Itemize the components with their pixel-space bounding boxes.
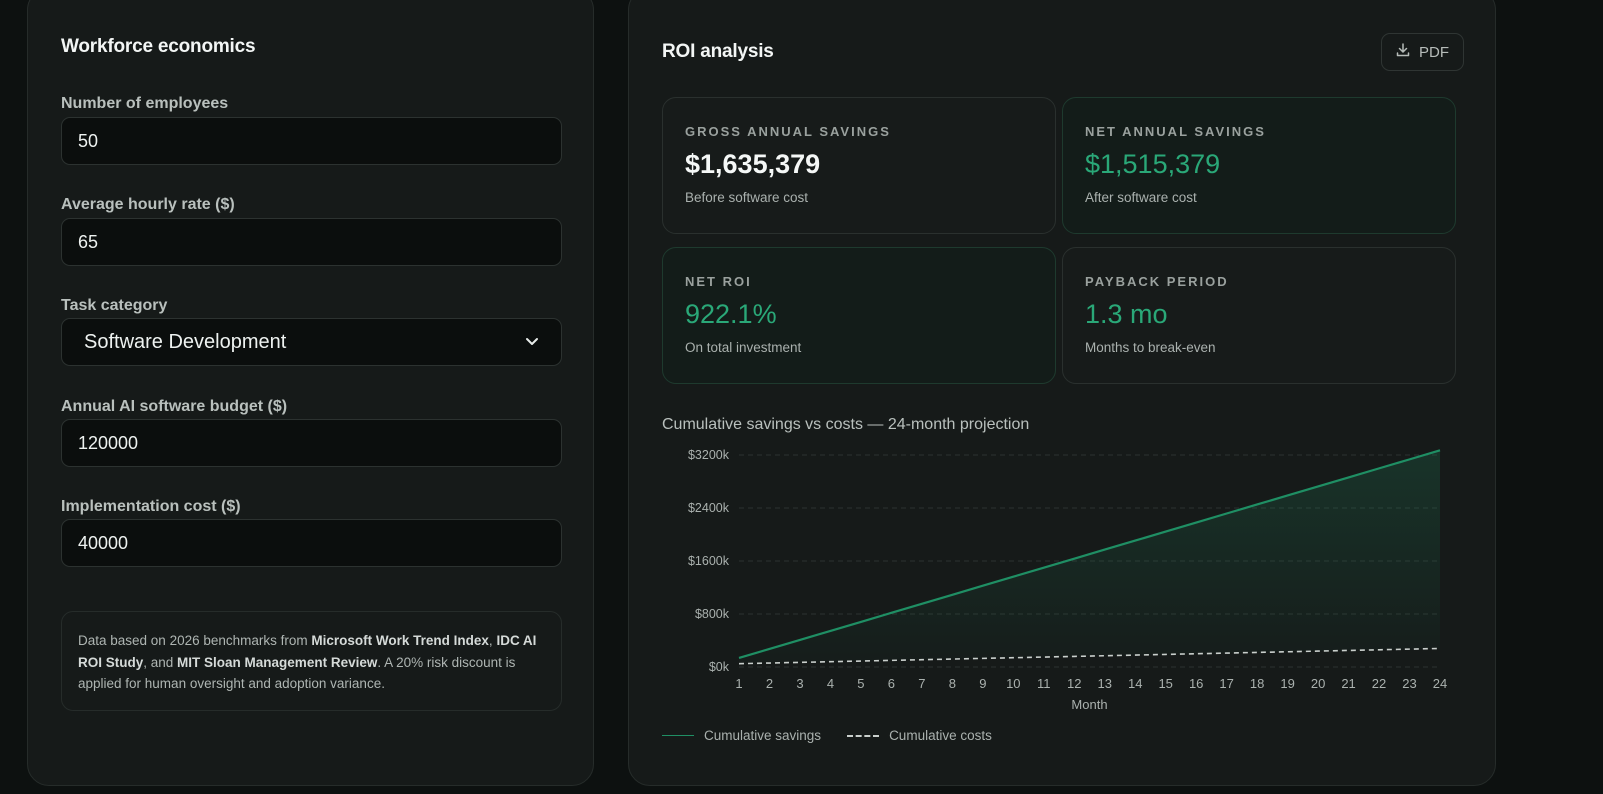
roi-title: ROI analysis — [662, 41, 774, 62]
legend-item-savings: Cumulative savings — [662, 728, 821, 743]
x-tick-label: 19 — [1280, 676, 1294, 691]
software-budget-label: Annual AI software budget ($) — [61, 398, 288, 415]
task-category-value: Software Development — [84, 330, 287, 353]
hourly-rate-input[interactable] — [61, 218, 562, 266]
net-roi-card: NET ROI 922.1% On total investment — [662, 247, 1056, 384]
implementation-cost-label: Implementation cost ($) — [61, 498, 241, 515]
x-tick-label: 23 — [1402, 676, 1416, 691]
x-tick-label: 11 — [1037, 676, 1051, 691]
legend-swatch-costs — [847, 734, 880, 737]
legend-swatch-savings — [662, 735, 694, 736]
roi-panel: ROI analysis PDF GROSS ANNUAL SAVINGS $1… — [628, 0, 1496, 786]
legend-label-savings: Cumulative savings — [704, 728, 822, 743]
card-subtitle: Before software cost — [685, 190, 809, 205]
x-tick-label: 14 — [1128, 676, 1142, 691]
card-label: NET ROI — [685, 274, 752, 289]
task-category-label: Task category — [61, 297, 168, 314]
chart-legend: Cumulative savings Cumulative costs — [662, 728, 992, 743]
x-tick-label: 15 — [1158, 676, 1172, 691]
x-tick-label: 17 — [1219, 676, 1233, 691]
y-tick-label: $800k — [695, 607, 730, 621]
x-tick-label: 5 — [857, 676, 864, 691]
y-tick-label: $2400k — [688, 501, 730, 515]
gross-savings-card: GROSS ANNUAL SAVINGS $1,635,379 Before s… — [662, 97, 1056, 234]
x-tick-label: 18 — [1250, 676, 1264, 691]
card-value: $1,515,379 — [1085, 149, 1221, 179]
x-tick-label: 1 — [735, 676, 742, 691]
benchmark-note: Data based on 2026 benchmarks from Micro… — [61, 611, 562, 711]
legend-label-costs: Cumulative costs — [889, 728, 992, 743]
x-tick-label: 9 — [979, 676, 986, 691]
chart-title: Cumulative savings vs costs — 24-month p… — [662, 416, 1030, 433]
employees-input[interactable] — [61, 117, 562, 165]
x-tick-label: 3 — [796, 676, 803, 691]
card-label: PAYBACK PERIOD — [1085, 274, 1229, 289]
implementation-cost-input[interactable] — [61, 519, 562, 567]
workforce-title: Workforce economics — [61, 36, 256, 57]
savings-area-fill — [739, 450, 1440, 664]
employees-label: Number of employees — [61, 95, 229, 112]
x-axis-label: Month — [1071, 697, 1107, 711]
x-tick-label: 24 — [1433, 676, 1447, 691]
card-value: 1.3 mo — [1085, 299, 1168, 329]
x-tick-label: 10 — [1006, 676, 1020, 691]
x-tick-label: 8 — [949, 676, 956, 691]
cumulative-savings-line — [738, 449, 1441, 660]
x-tick-label: 4 — [827, 676, 834, 691]
net-savings-card: NET ANNUAL SAVINGS $1,515,379 After soft… — [1062, 97, 1456, 234]
x-tick-label: 21 — [1341, 676, 1355, 691]
y-tick-label: $3200k — [688, 448, 730, 462]
download-icon — [1396, 43, 1410, 61]
x-tick-label: 22 — [1372, 676, 1386, 691]
x-tick-label: 20 — [1311, 676, 1325, 691]
workforce-panel: Workforce economics Number of employees … — [27, 0, 594, 786]
y-tick-label: $1600k — [688, 554, 730, 568]
card-value: $1,635,379 — [685, 149, 821, 179]
legend-item-costs: Cumulative costs — [847, 728, 992, 743]
y-tick-label: $0k — [709, 660, 730, 674]
chevron-down-icon — [525, 331, 539, 354]
x-tick-label: 12 — [1067, 676, 1081, 691]
card-subtitle: On total investment — [685, 340, 802, 355]
x-tick-label: 7 — [918, 676, 925, 691]
software-budget-input[interactable] — [61, 419, 562, 467]
task-category-select[interactable]: Software Development — [61, 318, 562, 366]
pdf-download-button[interactable]: PDF — [1381, 33, 1464, 71]
x-tick-label: 13 — [1098, 676, 1112, 691]
card-label: NET ANNUAL SAVINGS — [1085, 124, 1266, 139]
pdf-button-label: PDF — [1419, 43, 1449, 61]
x-tick-label: 6 — [888, 676, 895, 691]
card-subtitle: After software cost — [1085, 190, 1197, 205]
x-tick-label: 2 — [766, 676, 773, 691]
card-subtitle: Months to break-even — [1085, 340, 1216, 355]
hourly-rate-label: Average hourly rate ($) — [61, 196, 235, 213]
x-tick-label: 16 — [1189, 676, 1203, 691]
card-value: 922.1% — [685, 299, 777, 329]
payback-period-card: PAYBACK PERIOD 1.3 mo Months to break-ev… — [1062, 247, 1456, 384]
card-label: GROSS ANNUAL SAVINGS — [685, 124, 891, 139]
